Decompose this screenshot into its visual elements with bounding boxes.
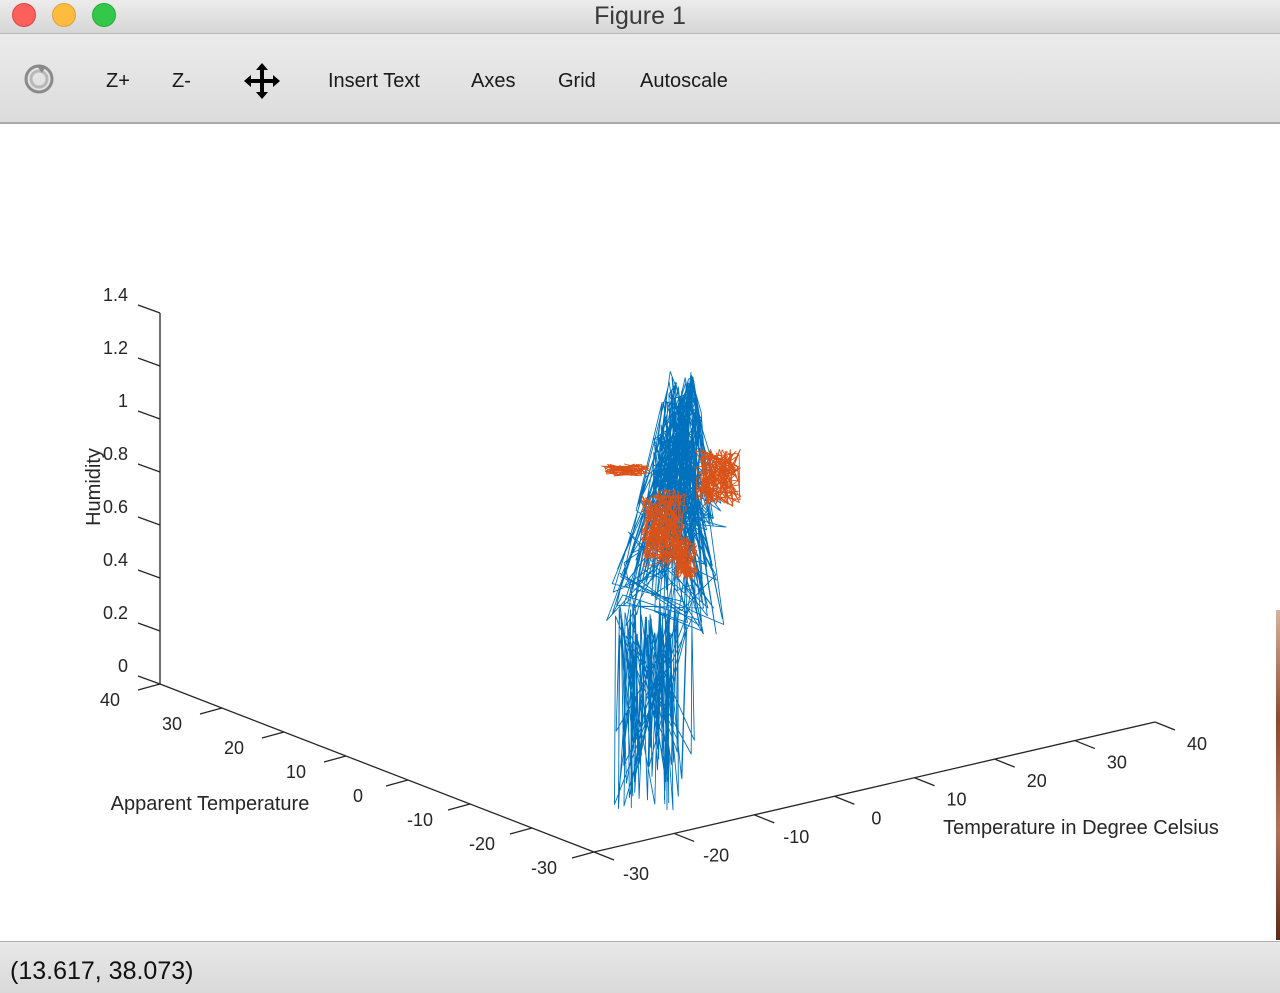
y-tick — [385, 779, 409, 787]
x-axis-line — [593, 721, 1156, 853]
series-line-orange — [673, 536, 699, 580]
z-tick — [137, 463, 161, 473]
x-tick-label: -30 — [623, 864, 649, 884]
x-tick — [673, 832, 695, 843]
x-tick — [1074, 739, 1096, 750]
z-axis-label: Humidity — [83, 448, 105, 526]
y-tick-label: 20 — [224, 738, 244, 758]
x-tick-label: 40 — [1187, 734, 1207, 754]
x-tick — [754, 814, 775, 824]
y-tick — [571, 851, 595, 859]
series-line-blue — [650, 372, 727, 528]
z-tick-label: 0.2 — [103, 603, 128, 623]
figure-toolbar: Z+ Z- Insert Text Axes Grid Autoscale — [0, 34, 1280, 124]
z-tick-label: 0.8 — [103, 444, 128, 464]
y-axis-label: Apparent Temperature — [111, 793, 310, 815]
z-tick-label: 0 — [118, 656, 128, 676]
z-tick — [137, 675, 161, 685]
z-tick — [137, 304, 161, 314]
y-tick-label: 10 — [286, 762, 306, 782]
x-tick — [1154, 721, 1176, 731]
y-tick-label: 40 — [100, 690, 120, 710]
rotate-icon[interactable] — [22, 62, 56, 96]
z-tick — [137, 357, 161, 367]
pan-move-icon[interactable] — [244, 63, 280, 99]
z-tick-label: 0.4 — [103, 550, 128, 570]
title-bar: Figure 1 — [0, 0, 1280, 34]
y-tick — [261, 731, 285, 739]
window-title: Figure 1 — [594, 2, 686, 30]
zoom-window-button[interactable] — [92, 3, 116, 27]
z-tick-label: 1 — [118, 391, 128, 411]
zoom-out-button[interactable]: Z- — [172, 70, 191, 92]
series-line-orange — [640, 488, 687, 569]
y-tick-label: 0 — [353, 786, 363, 806]
x-tick-label: 20 — [1027, 771, 1047, 791]
y-tick-label: 30 — [162, 714, 182, 734]
status-bar: (13.617, 38.073) — [0, 941, 1280, 993]
x-tick-label: 0 — [871, 808, 881, 828]
x-tick — [994, 758, 1015, 768]
y-tick-label: -20 — [469, 834, 495, 854]
y-axis-line — [159, 683, 595, 853]
x-tick — [834, 795, 855, 805]
axes-button[interactable]: Axes — [471, 70, 516, 92]
x-tick-label: -10 — [783, 827, 809, 847]
series-line-orange — [694, 448, 742, 508]
close-window-button[interactable] — [12, 3, 36, 27]
z-tick-label: 0.6 — [103, 497, 128, 517]
minimize-window-button[interactable] — [52, 3, 76, 27]
y-tick — [509, 827, 533, 835]
series-line-blue — [606, 371, 725, 635]
x-tick — [914, 777, 935, 787]
desktop-background-edge — [1276, 610, 1280, 940]
x-tick-label: 10 — [947, 790, 967, 810]
x-tick-label: -20 — [703, 845, 729, 865]
y-tick — [199, 707, 223, 715]
series-line-orange — [601, 463, 650, 477]
3d-line-plot: -30 -20 -10 0 10 20 30 40 -30 -20 -10 0 10 20 30 40 0 0.2… — [83, 285, 1219, 884]
plot-canvas[interactable]: -30 -20 -10 0 10 20 30 40 -30 -20 -10 0 10 20 30 40 0 0.2… — [0, 124, 1280, 940]
x-tick-label: 30 — [1107, 753, 1127, 773]
grid-button[interactable]: Grid — [558, 70, 596, 92]
insert-text-button[interactable]: Insert Text — [328, 70, 420, 92]
z-tick — [137, 516, 161, 526]
series-line-blue — [614, 599, 695, 811]
y-tick — [137, 683, 161, 691]
z-tick-label: 1.4 — [103, 285, 128, 305]
y-tick — [323, 755, 347, 763]
x-tick — [593, 851, 615, 861]
z-tick — [137, 622, 161, 632]
z-tick-label: 1.2 — [103, 338, 128, 358]
y-tick — [447, 803, 471, 811]
z-tick — [137, 569, 161, 579]
zoom-in-button[interactable]: Z+ — [106, 70, 130, 92]
x-axis-label: Temperature in Degree Celsius — [943, 817, 1219, 839]
autoscale-button[interactable]: Autoscale — [640, 70, 728, 92]
z-tick — [137, 410, 161, 420]
y-tick-label: -10 — [407, 810, 433, 830]
cursor-coordinates: (13.617, 38.073) — [10, 957, 194, 985]
y-tick-label: -30 — [531, 858, 557, 878]
